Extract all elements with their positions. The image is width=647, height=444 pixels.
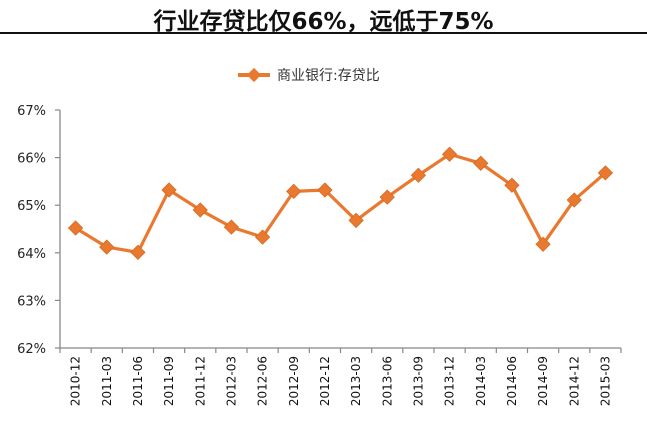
data-point-diamond-icon	[161, 182, 177, 198]
x-tick-label: 2012-09	[287, 356, 301, 406]
title-divider	[0, 32, 647, 34]
data-point-diamond-icon	[223, 219, 240, 235]
series-polyline	[74, 152, 607, 254]
data-point-diamond-icon	[535, 236, 551, 252]
x-tick-label: 2014-06	[505, 356, 519, 406]
x-axis-ticks: 2010-12 2011-03 2011-06 2011-09 2011-12 2012-…	[59, 348, 622, 406]
chart-title: 行业存贷比仅66%，远低于75%	[153, 9, 494, 35]
data-point-diamond-icon	[99, 239, 115, 255]
x-tick-label: 2014-12	[567, 356, 581, 406]
data-point-diamond-icon	[348, 212, 364, 229]
x-tick-label: 2014-03	[474, 356, 488, 406]
axes	[59, 110, 621, 349]
data-point-diamond-icon	[286, 183, 302, 200]
data-point-diamond-icon	[597, 165, 614, 181]
x-tick-label: 2012-12	[318, 356, 332, 406]
x-tick-label: 2014-09	[536, 356, 550, 406]
data-point-diamond-icon	[441, 146, 458, 162]
data-point-diamond-icon	[566, 192, 582, 208]
y-axis-ticks: 62% 63% 64% 65% 66% 67%	[17, 104, 60, 357]
data-point-diamond-icon	[410, 167, 427, 183]
x-tick-label: 2013-03	[349, 356, 363, 406]
x-tick-label: 2015-03	[598, 356, 612, 406]
y-tick-label: 64%	[17, 247, 46, 262]
y-tick-label: 62%	[17, 342, 46, 357]
x-tick-label: 2010-12	[69, 356, 83, 406]
data-point-diamond-icon	[379, 189, 395, 205]
legend-diamond-icon	[246, 67, 262, 83]
x-tick-label: 2011-12	[193, 356, 207, 406]
data-point-diamond-icon	[130, 244, 146, 260]
x-tick-label: 2011-03	[100, 356, 114, 406]
data-point-diamond-icon	[473, 155, 489, 171]
x-tick-label: 2012-03	[224, 356, 238, 406]
data-point-diamond-icon	[192, 202, 208, 218]
data-point-diamond-icon	[504, 177, 520, 193]
series-line	[67, 146, 614, 260]
y-tick-label: 66%	[17, 152, 46, 167]
legend: 商业银行:存贷比	[238, 67, 380, 84]
legend-label: 商业银行:存贷比	[277, 68, 380, 84]
data-point-diamond-icon	[67, 220, 84, 236]
x-tick-label: 2013-06	[380, 356, 394, 406]
x-tick-label: 2013-09	[411, 356, 425, 406]
y-tick-label: 63%	[17, 294, 46, 309]
data-point-diamond-icon	[317, 182, 333, 198]
y-tick-label: 67%	[17, 104, 46, 119]
x-tick-label: 2013-12	[443, 356, 457, 406]
x-tick-label: 2012-06	[256, 356, 270, 406]
data-point-diamond-icon	[254, 229, 271, 245]
x-tick-label: 2011-06	[131, 356, 145, 406]
x-tick-label: 2011-09	[162, 356, 176, 406]
y-tick-label: 65%	[17, 199, 46, 214]
